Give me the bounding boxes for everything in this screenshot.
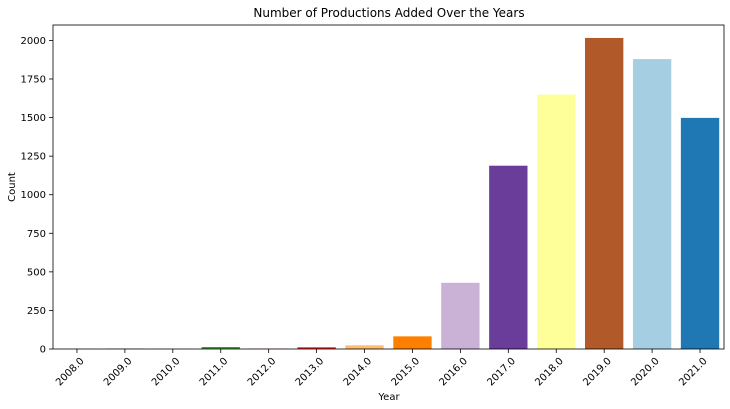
x-tick-label: 2018.0	[533, 356, 566, 389]
x-tick-label: 2017.0	[485, 356, 518, 389]
y-axis-label: Count	[7, 172, 18, 202]
plot-frame	[52, 24, 725, 350]
y-tick-label: 750	[27, 229, 46, 240]
x-tick-label: 2011.0	[198, 356, 231, 389]
y-tick-label: 1500	[21, 113, 46, 124]
bar-2014-0	[345, 345, 384, 349]
y-tick-label: 500	[27, 267, 46, 278]
bar-2020-0	[632, 59, 672, 350]
bar-2019-0	[585, 37, 624, 350]
bar-2017-0	[489, 165, 528, 349]
y-tick-label: 1000	[21, 190, 46, 201]
chart-title: Number of Productions Added Over the Yea…	[253, 6, 524, 20]
x-tick-label: 2008.0	[54, 356, 87, 389]
y-tick-label: 1750	[21, 75, 46, 86]
bars	[57, 37, 720, 350]
bar-2018-0	[537, 94, 576, 349]
bar-2016-0	[441, 282, 480, 349]
y-tick-label: 250	[27, 306, 46, 317]
bar-2011-0	[201, 346, 240, 349]
x-tick-label: 2019.0	[581, 356, 614, 389]
x-axis: 2008.0 2009.0 2010.0 2011.0 2012.0 2013.0 2014…	[54, 349, 710, 388]
x-tick-label: 2009.0	[102, 356, 135, 389]
x-tick-label: 2013.0	[294, 356, 327, 389]
x-tick-label: 2014.0	[342, 356, 375, 389]
x-tick-label: 2016.0	[438, 356, 471, 389]
x-tick-label: 2010.0	[150, 356, 183, 389]
bar-2013-0	[297, 347, 336, 349]
x-tick-label: 2021.0	[677, 356, 710, 389]
x-axis-label: Year	[377, 392, 400, 403]
x-tick-label: 2012.0	[246, 356, 279, 389]
y-axis: 0 250 500 750 1000 1250 1500 1750 2000	[21, 36, 53, 356]
y-tick-label: 1250	[21, 152, 46, 163]
x-tick-label: 2020.0	[629, 356, 662, 389]
y-tick-label: 2000	[21, 36, 46, 47]
x-tick-label: 2015.0	[390, 356, 423, 389]
bar-2015-0	[393, 336, 432, 349]
y-tick-label: 0	[40, 345, 46, 356]
bar-2021-0	[680, 117, 720, 349]
